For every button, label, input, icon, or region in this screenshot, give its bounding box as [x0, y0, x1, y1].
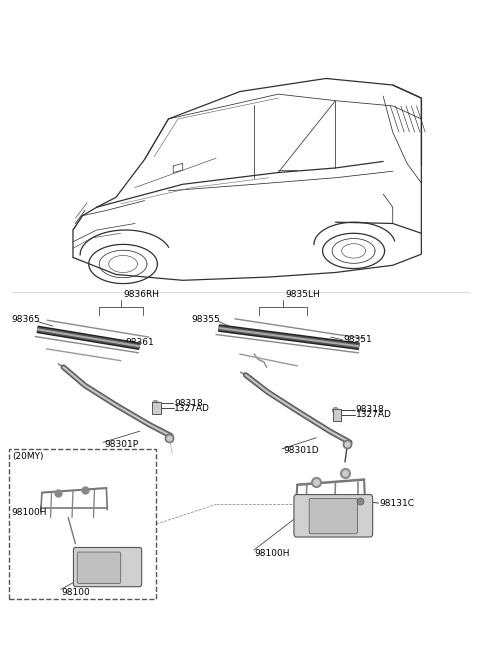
- Bar: [333, 409, 341, 420]
- Text: 98301D: 98301D: [283, 446, 319, 455]
- Text: 98318: 98318: [356, 405, 384, 414]
- Bar: [152, 403, 161, 414]
- Text: 1327AD: 1327AD: [356, 411, 391, 419]
- Text: 9835LH: 9835LH: [285, 290, 320, 299]
- Text: 98361: 98361: [125, 338, 154, 347]
- FancyBboxPatch shape: [77, 552, 120, 583]
- Text: 98301P: 98301P: [104, 440, 138, 449]
- Text: 98351: 98351: [344, 335, 372, 344]
- Text: (20MY): (20MY): [12, 452, 43, 461]
- Text: 98100: 98100: [61, 588, 90, 597]
- Text: 98365: 98365: [11, 315, 40, 324]
- Text: 98318: 98318: [174, 399, 203, 407]
- FancyBboxPatch shape: [73, 548, 142, 586]
- Text: 98100H: 98100H: [254, 549, 290, 558]
- Text: 1327AD: 1327AD: [174, 404, 210, 413]
- Text: 98100H: 98100H: [11, 508, 47, 517]
- Bar: [9, 449, 156, 599]
- Text: 98355: 98355: [192, 315, 220, 324]
- Text: 98131C: 98131C: [379, 499, 414, 508]
- FancyBboxPatch shape: [294, 495, 372, 537]
- Text: 9836RH: 9836RH: [123, 290, 159, 299]
- FancyBboxPatch shape: [309, 499, 358, 534]
